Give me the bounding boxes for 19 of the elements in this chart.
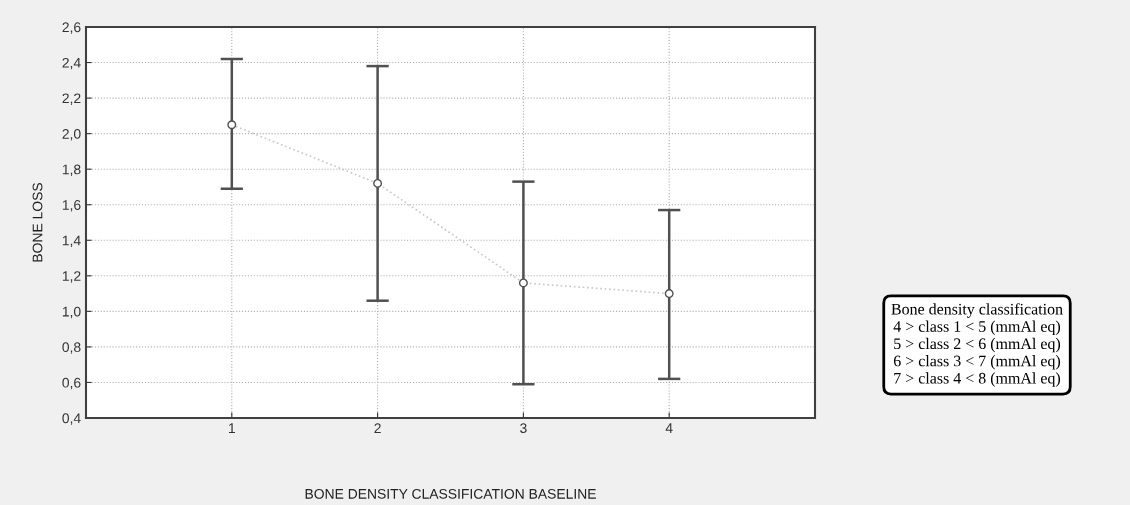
y-tick-label: 2,0: [62, 128, 81, 141]
y-tick-label: 0,8: [62, 342, 81, 354]
text: Bone density classification 4 > class 1 < 5 (mmAl eq) 5 > class 2 < 6 (mmAl eq) 6 > class 3 < 7 (mmAl eq) 7 > class 4 < 8 (mmAl eq): [891, 303, 1063, 387]
x-tick-label: 1: [229, 423, 235, 433]
y-tick-label: 2,4: [62, 57, 81, 70]
x-tick-label: 3: [520, 423, 527, 434]
y-axis-title: BONE LOSS: [32, 183, 43, 262]
y-tick-label: 1,8: [62, 164, 81, 176]
y-tick-label: 0,6: [62, 377, 81, 390]
y-tick-label: 0,4: [62, 413, 81, 425]
x-tick-label: 2: [374, 423, 381, 433]
x-axis-title: BONE DENSITY CLASSIFICATION BASELINE: [305, 488, 596, 499]
y-tick-label: 1,6: [62, 200, 81, 212]
y-tick-label: 1,4: [62, 235, 81, 248]
y-tick-label: 1,2: [62, 271, 81, 283]
x-tick-label: 4: [665, 423, 673, 433]
y-tick-label: 1,0: [62, 306, 81, 319]
y-tick-label: 2,6: [62, 22, 81, 34]
y-tick-label: 2,2: [62, 93, 81, 105]
